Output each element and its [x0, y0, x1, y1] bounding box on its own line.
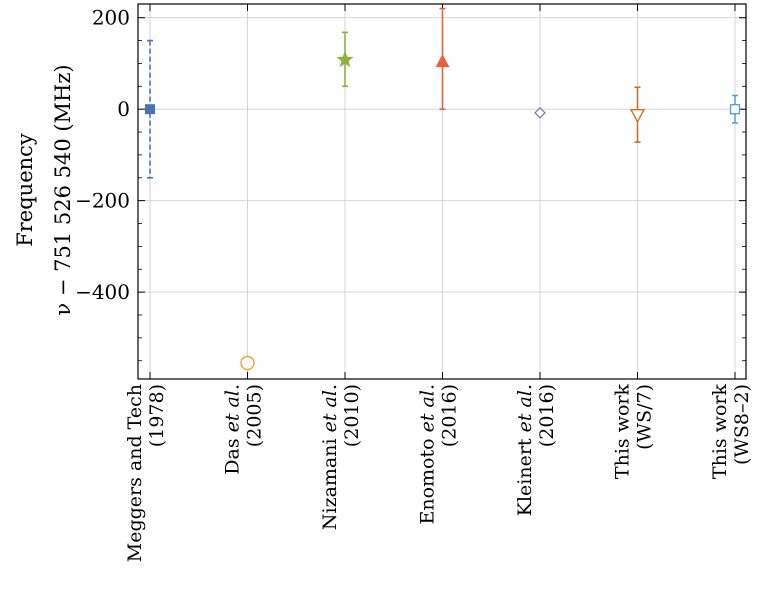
data-point	[435, 7, 450, 110]
x-category-label: (2016)	[439, 384, 461, 447]
square-open-marker	[729, 103, 741, 115]
data-point	[729, 94, 741, 124]
x-category-label: Das et al.	[222, 384, 244, 475]
y-tick-label: 200	[92, 6, 130, 30]
data-point	[629, 86, 646, 143]
data-point	[336, 31, 354, 88]
axis-ticks	[138, 4, 746, 379]
square-marker	[145, 104, 155, 115]
x-category-labels: Meggers and Tech (1978) Das et al. (2005) Ni…	[124, 384, 753, 563]
y-tick-label: −200	[75, 189, 130, 213]
x-category-label: This work	[709, 384, 731, 480]
data-points	[145, 7, 741, 371]
triangle-up-marker	[435, 54, 450, 68]
y-axis-title-line1: Frequency	[13, 133, 37, 247]
y-axis-title-line2: ν − 751 526 540 (MHz)	[51, 64, 75, 315]
triangle-down-marker	[629, 108, 646, 124]
x-category-label: (WS/7)	[634, 384, 656, 450]
diamond-open-marker	[534, 106, 546, 119]
circle-open-marker	[240, 355, 255, 371]
grid	[138, 4, 746, 379]
data-point	[534, 106, 546, 119]
x-category-label: Meggers and Tech	[124, 384, 146, 562]
x-category-label: (2010)	[341, 384, 363, 447]
y-tick-label: −400	[75, 280, 130, 304]
x-category-label: (1978)	[146, 384, 168, 447]
y-tick-label: 0	[117, 97, 130, 121]
x-category-label: (2016)	[536, 384, 558, 447]
plot-frame	[137, 3, 747, 380]
x-category-label: This work	[612, 384, 634, 480]
data-point	[145, 39, 155, 179]
star-marker	[336, 50, 354, 68]
y-tick-labels: 200 0 −200 −400	[75, 6, 130, 304]
x-category-label: Nizamani et al.	[319, 384, 341, 530]
data-point	[240, 355, 255, 371]
x-category-label: Enomoto et al.	[417, 384, 439, 525]
x-category-label: Kleinert et al.	[514, 384, 536, 516]
x-category-label: (2005)	[244, 384, 266, 447]
x-category-label: (WS8–2)	[731, 384, 753, 465]
